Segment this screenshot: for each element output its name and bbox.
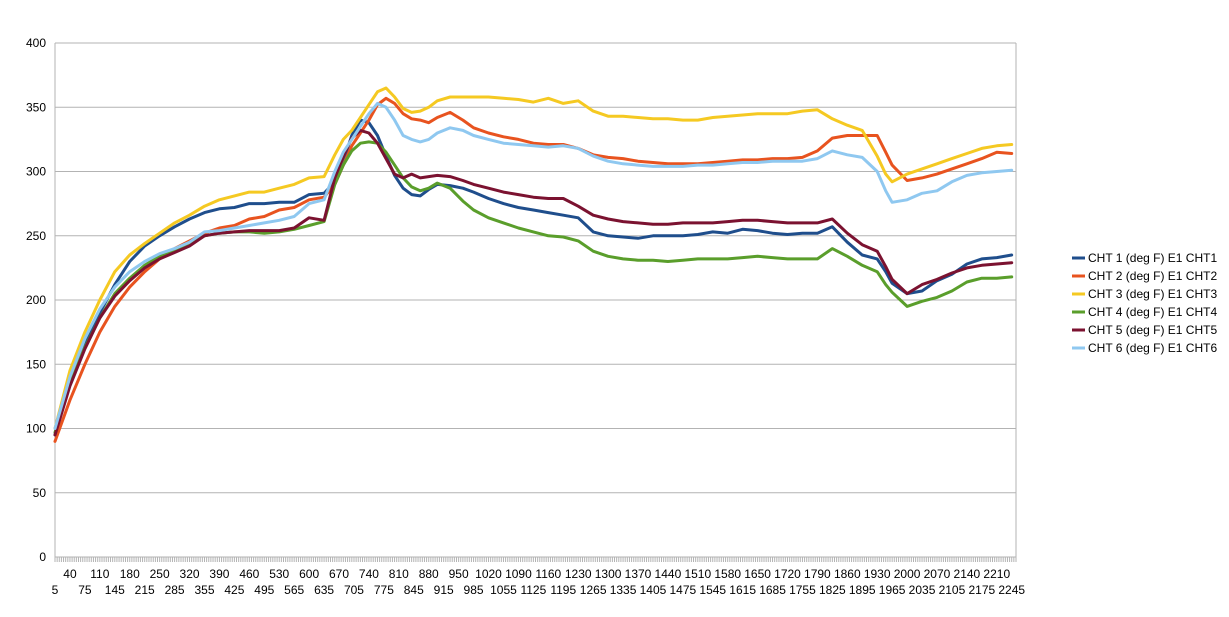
x-tick-label: 1790 <box>804 567 831 581</box>
legend-label: CHT 2 (deg F) E1 CHT2 <box>1088 269 1217 283</box>
series-line-cht3 <box>53 86 1014 430</box>
x-tick-label: 40 <box>63 567 77 581</box>
x-tick-label: 2175 <box>968 583 995 597</box>
x-tick-label: 1930 <box>864 567 891 581</box>
legend-label: CHT 3 (deg F) E1 CHT3 <box>1088 287 1217 301</box>
x-tick-label: 1720 <box>774 567 801 581</box>
x-tick-label: 495 <box>254 583 274 597</box>
x-tick-label: 530 <box>269 567 289 581</box>
x-tick-label: 1160 <box>535 567 561 581</box>
legend-label: CHT 6 (deg F) E1 CHT6 <box>1088 341 1217 355</box>
series-line-cht4 <box>53 140 1014 434</box>
x-tick-label: 1405 <box>640 583 667 597</box>
gridlines <box>54 42 1017 558</box>
legend-label: CHT 5 (deg F) E1 CHT5 <box>1088 323 1217 337</box>
y-tick-label: 300 <box>26 165 46 179</box>
y-tick-label: 150 <box>26 357 46 371</box>
x-tick-label: 2245 <box>998 583 1025 597</box>
series-line-cht2 <box>53 96 1014 443</box>
series-line-cht6 <box>53 101 1014 430</box>
legend-label: CHT 4 (deg F) E1 CHT4 <box>1088 305 1217 319</box>
x-tick-label: 635 <box>314 583 334 597</box>
x-tick-label: 110 <box>90 567 109 581</box>
x-tick-label: 845 <box>404 583 424 597</box>
y-tick-label: 350 <box>26 100 46 114</box>
y-tick-label: 0 <box>39 550 46 564</box>
x-tick-label: 1580 <box>714 567 741 581</box>
y-tick-label: 100 <box>26 422 46 436</box>
x-tick-label: 740 <box>359 567 379 581</box>
x-tick-label: 1300 <box>595 567 622 581</box>
x-tick-label: 2140 <box>954 567 981 581</box>
x-tick-label: 390 <box>209 567 229 581</box>
y-tick-label: 400 <box>26 36 46 50</box>
x-tick-label: 1860 <box>834 567 861 581</box>
x-tick-label: 250 <box>150 567 170 581</box>
x-tick-label: 1685 <box>759 583 786 597</box>
x-tick-label: 880 <box>419 567 439 581</box>
x-tick-label: 2000 <box>894 567 921 581</box>
x-tick-label: 1265 <box>580 583 607 597</box>
x-tick-label: 670 <box>329 567 349 581</box>
x-tick-label: 1965 <box>879 583 906 597</box>
x-tick-label: 2035 <box>909 583 936 597</box>
x-tick-label: 1825 <box>819 583 846 597</box>
x-tick-label: 1755 <box>789 583 816 597</box>
x-tick-label: 460 <box>239 567 259 581</box>
x-tick-label: 1020 <box>475 567 502 581</box>
x-tick-label: 1090 <box>505 567 532 581</box>
x-tick-label: 75 <box>78 583 92 597</box>
x-tick-label: 2070 <box>924 567 951 581</box>
x-tick-label: 1510 <box>684 567 711 581</box>
x-tick-label: 2105 <box>939 583 966 597</box>
series-lines <box>53 86 1014 443</box>
series-line-cht5 <box>53 128 1014 437</box>
x-tick-label: 775 <box>374 583 394 597</box>
x-tick-label: 1615 <box>729 583 756 597</box>
x-tick-label: 915 <box>434 583 454 597</box>
x-tick-label: 985 <box>464 583 484 597</box>
y-axis-tick-labels: 0 50 100 150 200 250 300 350 400 <box>26 36 46 564</box>
x-tick-label: 1895 <box>849 583 876 597</box>
x-tick-label: 1475 <box>670 583 697 597</box>
x-tick-label: 1370 <box>625 567 652 581</box>
legend: CHT 1 (deg F) E1 CHT1 CHT 2 (deg F) E1 CH… <box>1072 251 1217 355</box>
x-tick-label: 1440 <box>655 567 682 581</box>
x-tick-label: 1195 <box>550 583 576 597</box>
x-tick-label: 565 <box>284 583 304 597</box>
y-tick-label: 50 <box>33 486 47 500</box>
x-tick-label: 1055 <box>490 583 517 597</box>
y-tick-label: 200 <box>26 293 46 307</box>
x-tick-label: 180 <box>120 567 140 581</box>
series-line-cht1 <box>53 118 1014 437</box>
x-tick-label: 5 <box>52 583 59 597</box>
x-tick-label: 950 <box>449 567 469 581</box>
x-tick-label: 810 <box>389 567 409 581</box>
x-tick-label: 2210 <box>983 567 1010 581</box>
y-tick-label: 250 <box>26 229 46 243</box>
x-tick-label: 1125 <box>520 583 546 597</box>
x-axis: 40 110 180 250 320 390 460 530 600 670 740 810 880 95… <box>52 556 1025 597</box>
x-tick-label: 705 <box>344 583 364 597</box>
x-tick-label: 1650 <box>744 567 771 581</box>
x-tick-label: 285 <box>165 583 185 597</box>
legend-label: CHT 1 (deg F) E1 CHT1 <box>1088 251 1217 265</box>
x-tick-label: 1230 <box>565 567 592 581</box>
x-tick-label: 320 <box>180 567 200 581</box>
x-tick-label: 1545 <box>699 583 726 597</box>
x-tick-label: 355 <box>194 583 214 597</box>
x-tick-label: 145 <box>105 583 125 597</box>
x-tick-label: 425 <box>224 583 244 597</box>
x-tick-label: 600 <box>299 567 319 581</box>
x-tick-label: 215 <box>135 583 155 597</box>
x-tick-label: 1335 <box>610 583 637 597</box>
